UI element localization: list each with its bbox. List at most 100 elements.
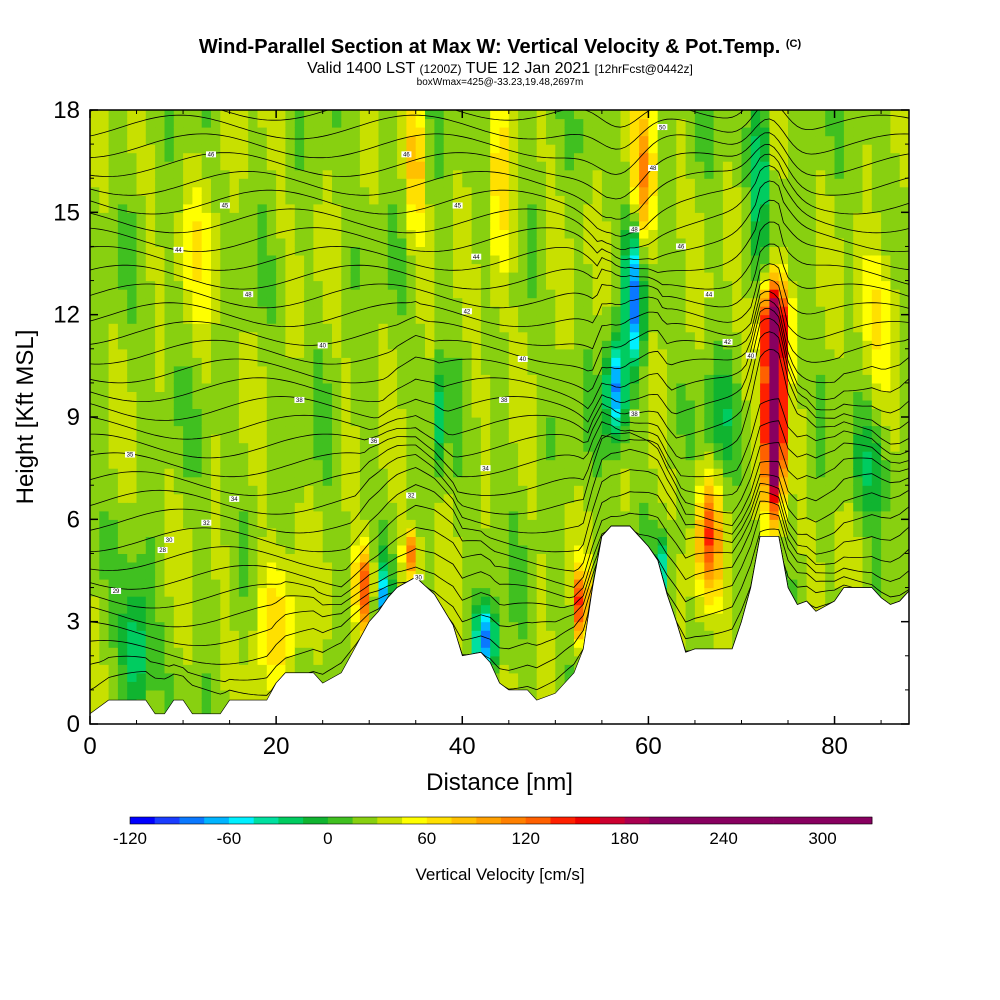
velocity-cell [332, 613, 342, 623]
velocity-cell [601, 399, 612, 409]
velocity-cell [387, 451, 398, 461]
velocity-cell [313, 562, 324, 572]
velocity-cell [620, 152, 631, 162]
velocity-cell [555, 365, 566, 375]
velocity-cell [508, 297, 519, 307]
velocity-cell [117, 672, 128, 682]
velocity-cell [694, 169, 705, 179]
velocity-cell [313, 630, 324, 640]
velocity-cell [173, 655, 184, 665]
velocity-cell [341, 647, 352, 657]
velocity-cell [108, 579, 119, 589]
velocity-cell [583, 493, 594, 503]
velocity-cell [313, 655, 324, 665]
velocity-cell [332, 425, 342, 435]
velocity-cell [276, 331, 286, 341]
velocity-cell [313, 110, 324, 120]
velocity-cell [434, 135, 445, 145]
velocity-cell [546, 220, 556, 230]
velocity-cell [704, 459, 715, 469]
velocity-cell [257, 553, 268, 563]
velocity-cell [313, 664, 324, 674]
velocity-cell [266, 110, 277, 120]
velocity-cell [341, 348, 352, 358]
velocity-cell [99, 451, 110, 461]
velocity-cell [555, 417, 566, 427]
velocity-cell [238, 468, 249, 478]
velocity-cell [713, 118, 724, 128]
velocity-cell [183, 681, 193, 691]
velocity-cell [704, 579, 715, 589]
velocity-cell [117, 527, 128, 537]
velocity-cell [490, 263, 501, 273]
velocity-cell [332, 408, 342, 418]
velocity-cell [462, 613, 473, 623]
velocity-cell [508, 340, 519, 350]
velocity-cell [583, 203, 594, 213]
velocity-cell [601, 135, 612, 145]
velocity-cell [620, 391, 631, 401]
velocity-cell [694, 144, 705, 154]
velocity-cell [90, 110, 100, 120]
velocity-cell [155, 604, 165, 614]
velocity-cell [387, 485, 398, 495]
velocity-cell [564, 664, 575, 674]
velocity-cell [657, 399, 668, 409]
velocity-cell [369, 220, 380, 230]
velocity-cell [238, 110, 249, 120]
velocity-cell [462, 280, 473, 290]
velocity-cell [341, 391, 352, 401]
velocity-cell [713, 587, 724, 597]
velocity-cell [201, 272, 212, 282]
velocity-cell [136, 237, 147, 247]
velocity-cell [648, 493, 659, 503]
velocity-cell [313, 314, 324, 324]
velocity-cell [648, 246, 659, 256]
velocity-cell [685, 570, 696, 580]
velocity-cell [192, 613, 203, 623]
velocity-cell [201, 323, 212, 333]
velocity-cell [425, 212, 435, 222]
velocity-cell [108, 544, 119, 554]
velocity-cell [387, 434, 398, 444]
velocity-cell [294, 374, 305, 384]
velocity-cell [648, 203, 659, 213]
velocity-cell [704, 255, 715, 265]
velocity-cell [136, 655, 147, 665]
velocity-cell [490, 579, 501, 589]
velocity-cell [90, 553, 100, 563]
velocity-cell [313, 647, 324, 657]
velocity-cell [722, 212, 733, 222]
velocity-cell [620, 127, 631, 137]
velocity-cell [90, 570, 100, 580]
velocity-cell [220, 178, 231, 188]
velocity-cell [238, 434, 249, 444]
velocity-cell [145, 553, 156, 563]
velocity-cell [341, 331, 352, 341]
velocity-cell [341, 604, 352, 614]
velocity-cell [285, 297, 296, 307]
velocity-cell [127, 681, 138, 691]
velocity-cell [99, 110, 110, 120]
velocity-cell [378, 596, 389, 606]
velocity-cell [369, 272, 380, 282]
velocity-cell [248, 621, 259, 631]
velocity-cell [648, 178, 659, 188]
velocity-cell [90, 630, 100, 640]
velocity-cell [322, 417, 333, 427]
velocity-cell [406, 374, 417, 384]
velocity-cell [332, 604, 342, 614]
velocity-cell [648, 340, 659, 350]
velocity-cell [490, 493, 501, 503]
velocity-cell [527, 613, 538, 623]
velocity-cell [620, 186, 631, 196]
velocity-cell [536, 536, 547, 546]
velocity-cell [713, 169, 724, 179]
velocity-cell [564, 220, 575, 230]
velocity-cell [220, 135, 231, 145]
velocity-cell [415, 306, 426, 316]
velocity-cell [369, 417, 380, 427]
velocity-cell [564, 553, 575, 563]
velocity-cell [211, 681, 221, 691]
velocity-cell [397, 246, 407, 256]
